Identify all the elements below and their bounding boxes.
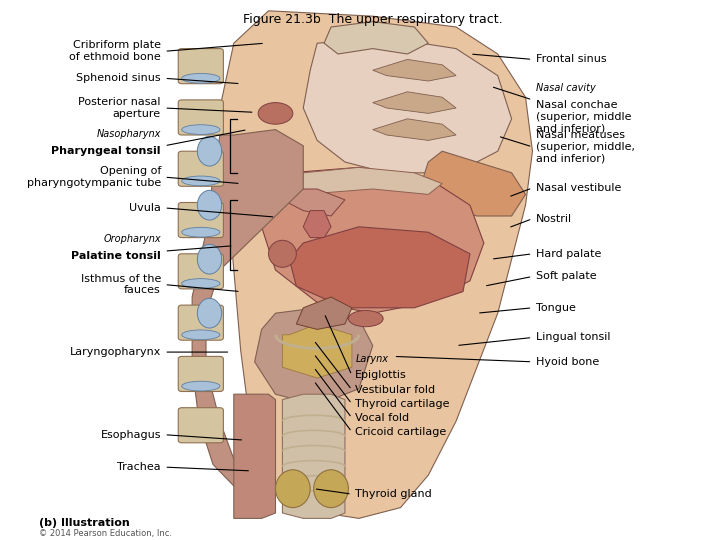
Ellipse shape: [314, 470, 348, 508]
FancyBboxPatch shape: [179, 49, 223, 84]
Text: Palatine tonsil: Palatine tonsil: [71, 251, 161, 261]
Polygon shape: [373, 59, 456, 81]
Polygon shape: [234, 394, 276, 518]
Polygon shape: [303, 38, 512, 173]
Text: Soft palate: Soft palate: [536, 272, 597, 281]
Text: Frontal sinus: Frontal sinus: [536, 55, 606, 64]
Polygon shape: [373, 119, 456, 140]
Text: Tongue: Tongue: [536, 303, 576, 313]
Text: Isthmus of the
fauces: Isthmus of the fauces: [81, 274, 161, 295]
FancyBboxPatch shape: [179, 356, 223, 392]
FancyBboxPatch shape: [179, 254, 223, 289]
FancyBboxPatch shape: [179, 408, 223, 443]
Text: Uvula: Uvula: [129, 203, 161, 213]
Text: Opening of
pharyngotympanic tube: Opening of pharyngotympanic tube: [27, 166, 161, 188]
Ellipse shape: [197, 136, 222, 166]
Ellipse shape: [258, 103, 293, 124]
Text: Laryngopharynx: Laryngopharynx: [70, 347, 161, 357]
Ellipse shape: [181, 279, 220, 288]
Text: Epiglottis: Epiglottis: [356, 370, 407, 380]
Ellipse shape: [181, 227, 220, 237]
Polygon shape: [289, 167, 442, 194]
Text: Sphenoid sinus: Sphenoid sinus: [76, 73, 161, 83]
Text: Larynx: Larynx: [356, 354, 388, 364]
Text: Hyoid bone: Hyoid bone: [536, 357, 599, 367]
Text: Trachea: Trachea: [117, 462, 161, 472]
Text: Hard palate: Hard palate: [536, 249, 601, 259]
Ellipse shape: [197, 190, 222, 220]
Ellipse shape: [181, 73, 220, 83]
Text: Nasopharynx: Nasopharynx: [96, 129, 161, 139]
Polygon shape: [297, 297, 352, 329]
Text: Vocal fold: Vocal fold: [356, 413, 410, 423]
Polygon shape: [282, 394, 345, 518]
Polygon shape: [303, 211, 331, 238]
Text: Oropharynx: Oropharynx: [103, 234, 161, 244]
Text: Pharyngeal tonsil: Pharyngeal tonsil: [51, 146, 161, 156]
Polygon shape: [282, 189, 345, 216]
Ellipse shape: [181, 125, 220, 134]
Text: Nasal conchae
(superior, middle
and inferior): Nasal conchae (superior, middle and infe…: [536, 100, 631, 133]
FancyBboxPatch shape: [179, 151, 223, 186]
Text: Nostril: Nostril: [536, 214, 572, 224]
Polygon shape: [220, 11, 533, 518]
Polygon shape: [261, 167, 484, 313]
Polygon shape: [282, 324, 352, 378]
Ellipse shape: [181, 330, 220, 340]
Ellipse shape: [269, 240, 297, 267]
Text: Posterior nasal
aperture: Posterior nasal aperture: [78, 97, 161, 119]
Ellipse shape: [197, 298, 222, 328]
Polygon shape: [324, 22, 428, 54]
Text: Figure 21.3b  The upper respiratory tract.: Figure 21.3b The upper respiratory tract…: [243, 14, 503, 26]
Polygon shape: [255, 308, 373, 405]
FancyBboxPatch shape: [179, 100, 223, 135]
Text: Esophagus: Esophagus: [100, 430, 161, 440]
Text: Nasal vestibule: Nasal vestibule: [536, 183, 621, 193]
Polygon shape: [192, 130, 303, 486]
Text: Cribriform plate
of ethmoid bone: Cribriform plate of ethmoid bone: [69, 40, 161, 62]
Text: Nasal meatuses
(superior, middle,
and inferior): Nasal meatuses (superior, middle, and in…: [536, 130, 635, 164]
FancyBboxPatch shape: [179, 305, 223, 340]
FancyBboxPatch shape: [179, 202, 223, 238]
Text: Thyroid cartilage: Thyroid cartilage: [356, 399, 450, 409]
Ellipse shape: [181, 381, 220, 391]
Text: Nasal cavity: Nasal cavity: [536, 83, 595, 93]
Polygon shape: [373, 92, 456, 113]
Ellipse shape: [181, 176, 220, 186]
Polygon shape: [289, 227, 470, 308]
Text: Cricoid cartilage: Cricoid cartilage: [356, 427, 446, 437]
Text: Vestibular fold: Vestibular fold: [356, 385, 436, 395]
Text: Lingual tonsil: Lingual tonsil: [536, 333, 611, 342]
Polygon shape: [421, 151, 526, 216]
Text: Thyroid gland: Thyroid gland: [356, 489, 432, 499]
Ellipse shape: [276, 470, 310, 508]
Text: © 2014 Pearson Education, Inc.: © 2014 Pearson Education, Inc.: [40, 529, 172, 538]
Ellipse shape: [348, 310, 383, 327]
Ellipse shape: [197, 244, 222, 274]
Text: (b) Illustration: (b) Illustration: [40, 518, 130, 528]
